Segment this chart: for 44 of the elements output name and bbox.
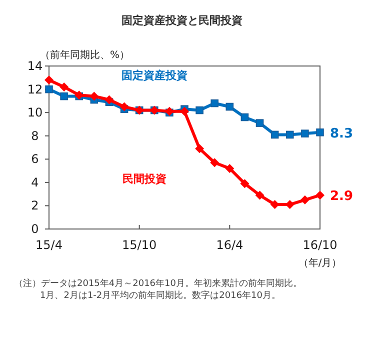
point — [255, 190, 264, 200]
point — [104, 95, 114, 104]
point — [316, 190, 324, 200]
x-tick-label: 16/10 — [302, 238, 338, 252]
point — [240, 113, 249, 122]
y-tick-label: 4 — [31, 175, 39, 190]
y-axis-title: （前年同期比、%） — [40, 49, 130, 61]
text: 民間投資 — [122, 172, 167, 186]
point — [225, 164, 234, 173]
point — [44, 75, 54, 84]
point — [60, 82, 69, 92]
point — [196, 106, 204, 114]
point — [256, 119, 264, 127]
point — [195, 144, 204, 154]
point — [45, 85, 53, 94]
series-label: 固定資産投資 — [122, 69, 188, 82]
y-tick-label: 10 — [27, 106, 43, 120]
chart-title: 固定資産投資と民間投資 — [122, 14, 242, 27]
x-tick-label: 15/10 — [122, 238, 157, 252]
x-tick-label: 16/4 — [216, 238, 244, 252]
point — [301, 130, 309, 138]
text: （注）データは2015年4月～2016年10月。年初来累計の前年同期比。 — [14, 278, 302, 289]
point — [270, 130, 279, 139]
data-label: 8.3 — [330, 126, 354, 142]
x-axis-title: （年/月） — [298, 257, 342, 269]
point — [226, 102, 234, 111]
y-tick-label: 0 — [31, 222, 39, 236]
y-tick-label: 8 — [31, 128, 39, 143]
point — [286, 130, 294, 139]
y-tick-label: 2 — [31, 198, 39, 213]
y-tick-label: 6 — [31, 152, 39, 166]
point — [210, 99, 219, 108]
point — [300, 195, 310, 204]
point — [316, 128, 324, 136]
data-label: 2.9 — [330, 189, 354, 204]
y-tick-label: 14 — [27, 59, 43, 73]
point — [240, 179, 250, 188]
point — [210, 158, 220, 168]
y-tick-label: 12 — [27, 82, 43, 96]
point — [60, 92, 68, 100]
x-tick-label: 15/4 — [36, 238, 62, 252]
point — [180, 106, 189, 116]
point — [120, 102, 129, 112]
text: 1月、2月は1-2月平均の前年同期比。数字は2016年10月。 — [40, 290, 281, 301]
